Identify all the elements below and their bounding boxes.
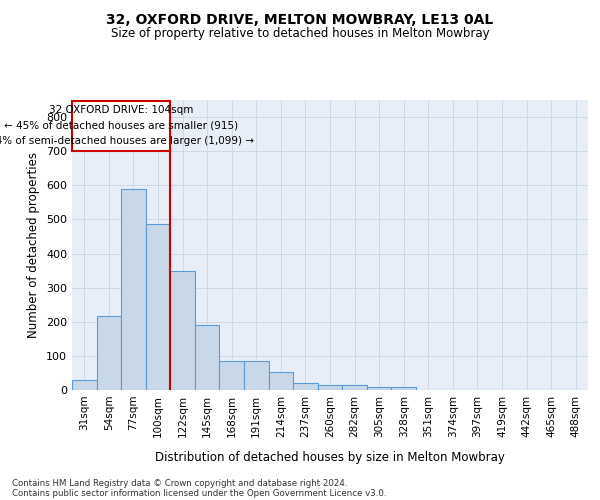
Text: 32, OXFORD DRIVE, MELTON MOWBRAY, LE13 0AL: 32, OXFORD DRIVE, MELTON MOWBRAY, LE13 0…	[106, 12, 494, 26]
Text: ← 45% of detached houses are smaller (915): ← 45% of detached houses are smaller (91…	[4, 120, 238, 130]
Bar	[318, 385, 342, 390]
Bar	[72, 380, 97, 390]
Bar	[121, 188, 146, 390]
Bar	[269, 372, 293, 390]
Y-axis label: Number of detached properties: Number of detached properties	[28, 152, 40, 338]
Bar	[244, 361, 269, 390]
Bar	[146, 224, 170, 390]
Text: Size of property relative to detached houses in Melton Mowbray: Size of property relative to detached ho…	[110, 28, 490, 40]
Bar	[342, 385, 367, 390]
Text: Distribution of detached houses by size in Melton Mowbray: Distribution of detached houses by size …	[155, 451, 505, 464]
Bar	[391, 388, 416, 390]
Bar	[170, 270, 195, 390]
Text: 54% of semi-detached houses are larger (1,099) →: 54% of semi-detached houses are larger (…	[0, 136, 254, 146]
Bar	[97, 316, 121, 390]
Bar	[72, 100, 170, 151]
Bar	[220, 361, 244, 390]
Text: Contains HM Land Registry data © Crown copyright and database right 2024.: Contains HM Land Registry data © Crown c…	[12, 478, 347, 488]
Bar	[195, 325, 220, 390]
Text: 32 OXFORD DRIVE: 104sqm: 32 OXFORD DRIVE: 104sqm	[49, 105, 193, 115]
Bar	[293, 383, 318, 390]
Bar	[367, 388, 391, 390]
Text: Contains public sector information licensed under the Open Government Licence v3: Contains public sector information licen…	[12, 488, 386, 498]
